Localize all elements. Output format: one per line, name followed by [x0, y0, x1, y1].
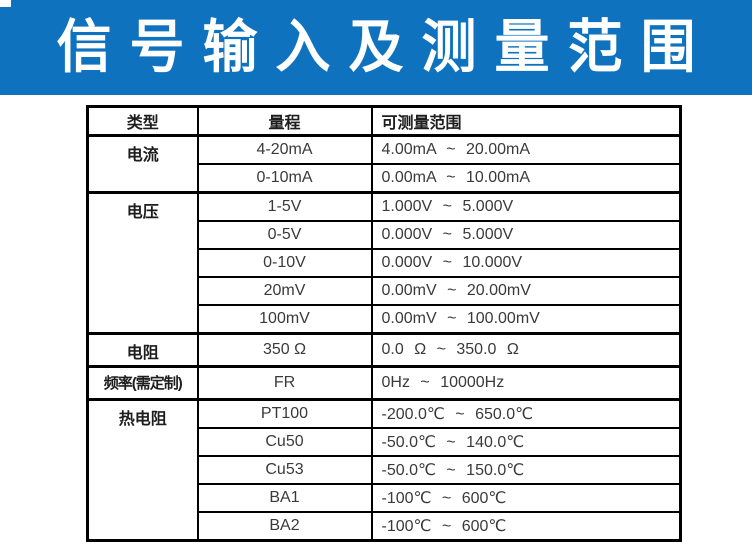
measurable-range-cell: -50.0℃ ~ 140.0℃	[370, 427, 682, 457]
table-row: 100mV 0.00mV ~ 100.00mV	[88, 304, 682, 335]
measurable-range-cell: 0.00mA ~ 10.00mA	[370, 163, 682, 194]
range-cell: 100mV	[196, 304, 373, 335]
table-row: 20mV 0.00mV ~ 20.00mV	[88, 276, 682, 306]
range-cell: 0-5V	[196, 220, 373, 250]
range-cell: 4-20mA	[196, 134, 373, 165]
table-row: Cu53 -50.0℃ ~ 150.0℃	[88, 455, 682, 485]
measurable-range-cell: 1.000V ~ 5.000V	[370, 191, 682, 222]
table-row: 0-5V 0.000V ~ 5.000V	[88, 220, 682, 250]
range-cell: 20mV	[196, 276, 373, 306]
table-row: 0-10V 0.000V ~ 10.000V	[88, 248, 682, 278]
range-cell: Cu53	[196, 455, 373, 485]
table-row: 电压 1-5V 1.000V ~ 5.000V	[86, 191, 682, 335]
table-row: 频率(需定制) FR 0Hz ~ 10000Hz	[86, 365, 682, 401]
range-cell: 0-10mA	[196, 163, 373, 194]
range-cell: PT100	[196, 398, 373, 429]
table-row: 电流 4-20mA 4.00mA ~ 20.00mA	[86, 134, 682, 194]
measurable-range-cell: -100℃ ~ 600℃	[370, 483, 682, 513]
range-cell: BA2	[196, 511, 373, 542]
measurable-range-cell: 0.000V ~ 10.000V	[370, 248, 682, 278]
measurable-range-cell: 0.0 Ω ~ 350.0 Ω	[370, 332, 682, 368]
column-header-range: 量程	[196, 105, 373, 137]
measurable-range-cell: -200.0℃ ~ 650.0℃	[370, 398, 682, 429]
column-header-type: 类型	[86, 105, 199, 137]
range-cell: 350 Ω	[196, 332, 373, 368]
measurable-range-cell: 0.00mV ~ 100.00mV	[370, 304, 682, 335]
title-banner: 信号输入及测量范围	[0, 0, 752, 95]
range-cell: Cu50	[196, 427, 373, 457]
range-cell: BA1	[196, 483, 373, 513]
measurable-range-cell: 0Hz ~ 10000Hz	[370, 365, 682, 401]
table-row: Cu50 -50.0℃ ~ 140.0℃	[88, 427, 682, 457]
type-cell-voltage: 电压	[86, 191, 199, 335]
range-cell: 0-10V	[196, 248, 373, 278]
measurable-range-cell: 4.00mA ~ 20.00mA	[370, 134, 682, 165]
measurable-range-cell: -50.0℃ ~ 150.0℃	[370, 455, 682, 485]
table-row: BA1 -100℃ ~ 600℃	[88, 483, 682, 513]
range-cell: 1-5V	[196, 191, 373, 222]
type-cell-rtd: 热电阻	[86, 398, 199, 542]
table-row: 热电阻 PT100 -200.0℃ ~ 650.0℃	[86, 398, 682, 542]
table-row: 电阻 350 Ω 0.0 Ω ~ 350.0 Ω	[86, 332, 682, 368]
range-cell: FR	[196, 365, 373, 401]
column-header-measurable: 可测量范围	[370, 105, 682, 137]
measurable-range-cell: -100℃ ~ 600℃	[370, 511, 682, 542]
type-cell-frequency: 频率(需定制)	[86, 365, 199, 401]
measurable-range-cell: 0.00mV ~ 20.00mV	[370, 276, 682, 306]
measurable-range-cell: 0.000V ~ 5.000V	[370, 220, 682, 250]
type-cell-resistance: 电阻	[86, 332, 199, 368]
page-title: 信号输入及测量范围	[56, 14, 714, 80]
signal-range-table: 类型 量程 可测量范围 电流 4-20mA 4.00mA ~ 20.00mA 0…	[86, 105, 682, 542]
type-cell-current: 电流	[86, 134, 199, 194]
corner-notch	[0, 0, 11, 7]
header-row: 类型 量程 可测量范围	[86, 105, 682, 137]
